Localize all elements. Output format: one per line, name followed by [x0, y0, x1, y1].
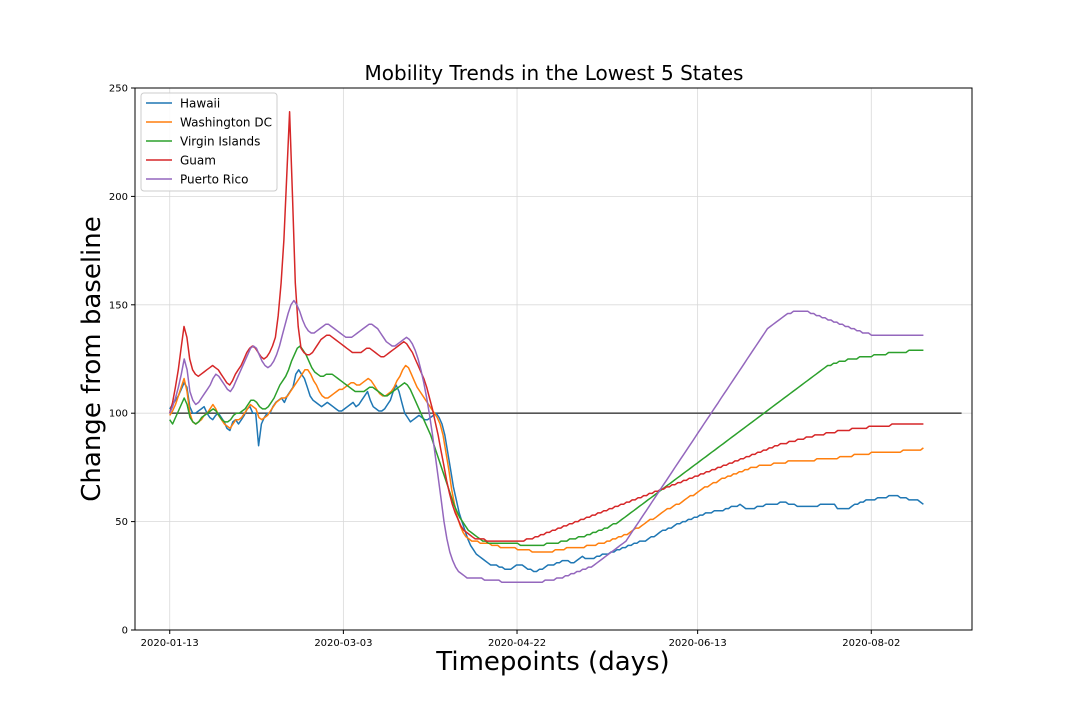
y-tick-label: 200 — [109, 192, 128, 203]
y-tick-label: 250 — [109, 84, 128, 95]
series-line-washington-dc — [169, 364, 924, 553]
y-axis-title: Change from baseline — [77, 216, 107, 501]
legend-label-washington-dc: Washington DC — [180, 116, 272, 130]
y-tick-label: 150 — [109, 300, 128, 311]
y-tick-label: 0 — [122, 626, 128, 637]
series-line-puerto-rico — [169, 299, 924, 584]
x-axis-title: Timepoints (days) — [435, 647, 669, 677]
legend-label-hawaii: Hawaii — [180, 97, 220, 111]
legend-label-puerto-rico: Puerto Rico — [180, 173, 248, 187]
series-lines — [168, 111, 924, 584]
x-tick-label: 2020-06-13 — [669, 638, 727, 649]
y-tick-label: 100 — [109, 409, 128, 420]
x-tick-label: 2020-04-22 — [488, 638, 546, 649]
legend-box — [140, 92, 278, 192]
y-axis: 0 50 100 150 200 250 — [109, 84, 135, 637]
legend: Hawaii Washington DC Virgin Islands Guam Pue… — [140, 92, 278, 192]
x-tick-label: 2020-08-02 — [842, 638, 900, 649]
series-line-virgin-islands — [169, 345, 924, 547]
legend-label-guam: Guam — [180, 154, 216, 168]
legend-label-virgin-islands: Virgin Islands — [180, 135, 260, 149]
x-tick-label: 2020-03-03 — [314, 638, 372, 649]
x-axis: 2020-01-13 2020-03-03 2020-04-22 2020-06-13… — [141, 630, 900, 649]
plot-area-frame — [134, 87, 973, 631]
series-line-hawaii — [169, 369, 924, 573]
x-tick-label: 2020-01-13 — [141, 638, 199, 649]
y-tick-label: 50 — [115, 517, 128, 528]
series-line-guam — [168, 111, 924, 542]
chart-title: Mobility Trends in the Lowest 5 States — [365, 61, 744, 85]
